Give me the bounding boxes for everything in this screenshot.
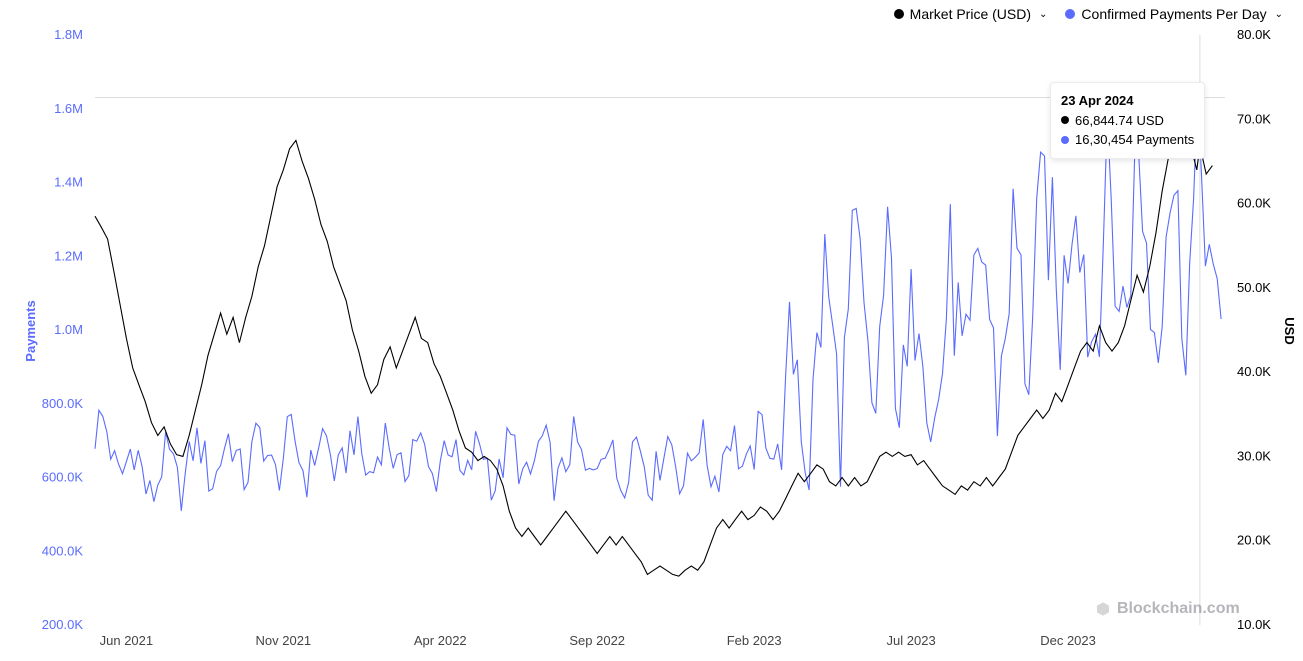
cube-icon <box>1095 601 1111 617</box>
svg-text:70.0K: 70.0K <box>1237 111 1271 126</box>
y-ticks-left: 200.0K 400.0K 600.0K 800.0K 1.0M 1.2M 1.4M 1.6M… <box>42 27 84 632</box>
tooltip-value-price: 66,844.74 USD <box>1075 111 1164 131</box>
svg-text:Dec 2023: Dec 2023 <box>1040 633 1096 648</box>
svg-text:800.0K: 800.0K <box>42 396 84 411</box>
svg-text:20.0K: 20.0K <box>1237 533 1271 548</box>
svg-text:30.0K: 30.0K <box>1237 448 1271 463</box>
svg-text:1.2M: 1.2M <box>54 248 83 263</box>
payments-line <box>95 97 1221 511</box>
svg-text:60.0K: 60.0K <box>1237 196 1271 211</box>
tooltip: 23 Apr 2024 66,844.74 USD 16,30,454 Paym… <box>1050 82 1205 159</box>
svg-text:40.0K: 40.0K <box>1237 364 1271 379</box>
watermark: Blockchain.com <box>1095 600 1240 618</box>
svg-text:1.6M: 1.6M <box>54 101 83 116</box>
tooltip-dot-price <box>1061 116 1069 124</box>
svg-text:600.0K: 600.0K <box>42 470 84 485</box>
tooltip-date: 23 Apr 2024 <box>1061 91 1194 111</box>
svg-text:Feb 2023: Feb 2023 <box>727 633 782 648</box>
svg-text:Jun 2021: Jun 2021 <box>100 633 154 648</box>
tooltip-row-payments: 16,30,454 Payments <box>1061 130 1194 150</box>
tooltip-row-price: 66,844.74 USD <box>1061 111 1194 131</box>
svg-text:50.0K: 50.0K <box>1237 280 1271 295</box>
svg-text:Apr 2022: Apr 2022 <box>414 633 467 648</box>
svg-text:1.0M: 1.0M <box>54 322 83 337</box>
svg-text:Jul 2023: Jul 2023 <box>887 633 936 648</box>
tooltip-value-payments: 16,30,454 Payments <box>1075 130 1194 150</box>
chart-root: Market Price (USD) ⌄ Confirmed Payments … <box>0 0 1303 661</box>
svg-text:1.4M: 1.4M <box>54 175 83 190</box>
svg-text:Nov 2021: Nov 2021 <box>256 633 312 648</box>
tooltip-dot-payments <box>1061 136 1069 144</box>
svg-text:Sep 2022: Sep 2022 <box>569 633 625 648</box>
svg-text:10.0K: 10.0K <box>1237 617 1271 632</box>
svg-text:400.0K: 400.0K <box>42 543 84 558</box>
watermark-text: Blockchain.com <box>1117 600 1240 618</box>
x-ticks: Jun 2021 Nov 2021 Apr 2022 Sep 2022 Feb 2023… <box>100 633 1096 648</box>
svg-text:200.0K: 200.0K <box>42 617 84 632</box>
svg-text:1.8M: 1.8M <box>54 27 83 42</box>
svg-text:80.0K: 80.0K <box>1237 27 1271 42</box>
y-ticks-right: 10.0K 20.0K 30.0K 40.0K 50.0K 60.0K 70.0K 80.0K <box>1237 27 1271 632</box>
